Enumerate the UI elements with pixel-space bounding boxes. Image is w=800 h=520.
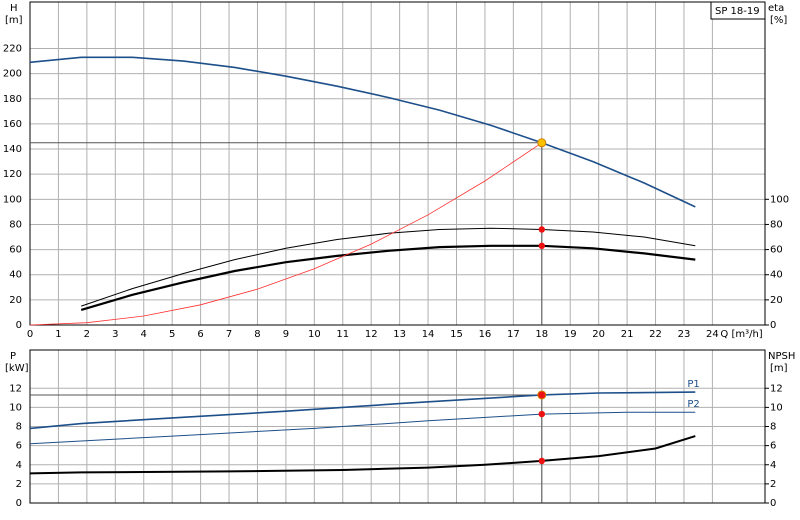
y2-tick-label: 40 (770, 270, 783, 281)
curve (29, 435, 696, 475)
x-tick-label: 20 (592, 329, 605, 340)
y-tick-label: 180 (3, 94, 22, 105)
x-tick-label: 8 (254, 329, 260, 340)
x-tick-label: 17 (507, 329, 520, 340)
y-tick-label: 100 (3, 194, 22, 205)
y2-tick-label: 6 (770, 441, 776, 452)
y2-tick-label: 60 (770, 245, 783, 256)
series-label: P2 (687, 399, 699, 410)
y2-tick-label: 20 (770, 295, 783, 306)
y2-axis-unit: [%] (770, 15, 787, 26)
y2-axis-label: eta (768, 3, 784, 14)
y2-tick-label: 80 (770, 219, 783, 230)
operating-point (538, 457, 545, 465)
x-tick-label: 6 (197, 329, 203, 340)
x-tick-label: 12 (365, 329, 378, 340)
y-tick-label: 20 (9, 295, 22, 306)
x-tick-label: 13 (393, 329, 406, 340)
y2-tick-label: 2 (770, 479, 776, 490)
y2-axis-unit: [m] (770, 363, 788, 374)
operating-point (537, 138, 547, 148)
x-axis-label: Q [m³/h] (720, 329, 762, 340)
x-tick-label: 5 (169, 329, 175, 340)
y-tick-label: 6 (16, 441, 22, 452)
series-label: P1 (687, 379, 699, 390)
x-tick-label: 3 (112, 329, 118, 340)
plot-border (29, 349, 766, 504)
y2-tick-label: 8 (770, 422, 776, 433)
curve (81, 227, 696, 307)
y-tick-label: 10 (9, 402, 22, 413)
y-tick-label: 4 (16, 460, 22, 471)
x-tick-label: 18 (535, 329, 548, 340)
curve (80, 244, 696, 311)
x-tick-label: 15 (450, 329, 463, 340)
operating-point (538, 242, 545, 250)
plot-area (30, 2, 765, 325)
plot-border (29, 1, 766, 326)
y-tick-label: 0 (16, 498, 22, 509)
x-tick-label: 10 (308, 329, 321, 340)
x-tick-label: 22 (649, 329, 662, 340)
x-tick-label: 16 (479, 329, 492, 340)
x-tick-label: 4 (141, 329, 147, 340)
curve (29, 56, 696, 208)
y2-tick-label: 0 (770, 498, 776, 509)
x-tick-label: 7 (226, 329, 232, 340)
y2-tick-label: 12 (770, 383, 783, 394)
x-tick-label: 9 (283, 329, 289, 340)
x-tick-label: 1 (55, 329, 61, 340)
product-label: SP 18-19 (715, 6, 760, 17)
y-tick-label: 12 (9, 383, 22, 394)
operating-point (538, 410, 545, 418)
y-tick-label: 0 (16, 320, 22, 331)
y-axis-unit: [m] (5, 15, 23, 26)
curve (29, 411, 696, 445)
x-tick-label: 11 (336, 329, 349, 340)
x-tick-label: 21 (621, 329, 634, 340)
y2-axis-label: NPSH (768, 351, 795, 362)
y-tick-label: 120 (3, 169, 22, 180)
y-tick-label: 140 (3, 144, 22, 155)
y2-tick-label: 100 (770, 194, 789, 205)
curve (29, 391, 696, 430)
x-tick-label: 14 (422, 329, 435, 340)
y2-tick-label: 10 (770, 402, 783, 413)
x-tick-label: 0 (27, 329, 33, 340)
y-tick-label: 220 (3, 44, 22, 55)
product-box (710, 1, 766, 20)
y-axis-label: H (10, 3, 18, 14)
y-axis-label: P (10, 351, 16, 362)
y-tick-label: 60 (9, 245, 22, 256)
x-tick-label: 19 (564, 329, 577, 340)
x-tick-label: 2 (84, 329, 90, 340)
y2-tick-label: 0 (770, 320, 776, 331)
operating-point (537, 390, 547, 400)
x-tick-label: 24 (706, 329, 719, 340)
y-tick-label: 160 (3, 119, 22, 130)
curve (29, 142, 543, 326)
y-tick-label: 80 (9, 219, 22, 230)
x-tick-label: 23 (678, 329, 691, 340)
operating-point (538, 226, 545, 233)
y-tick-label: 200 (3, 69, 22, 80)
y-tick-label: 2 (16, 479, 22, 490)
y-tick-label: 8 (16, 422, 22, 433)
y2-tick-label: 4 (770, 460, 776, 471)
y-axis-unit: [kW] (5, 363, 29, 374)
y-tick-label: 40 (9, 270, 22, 281)
